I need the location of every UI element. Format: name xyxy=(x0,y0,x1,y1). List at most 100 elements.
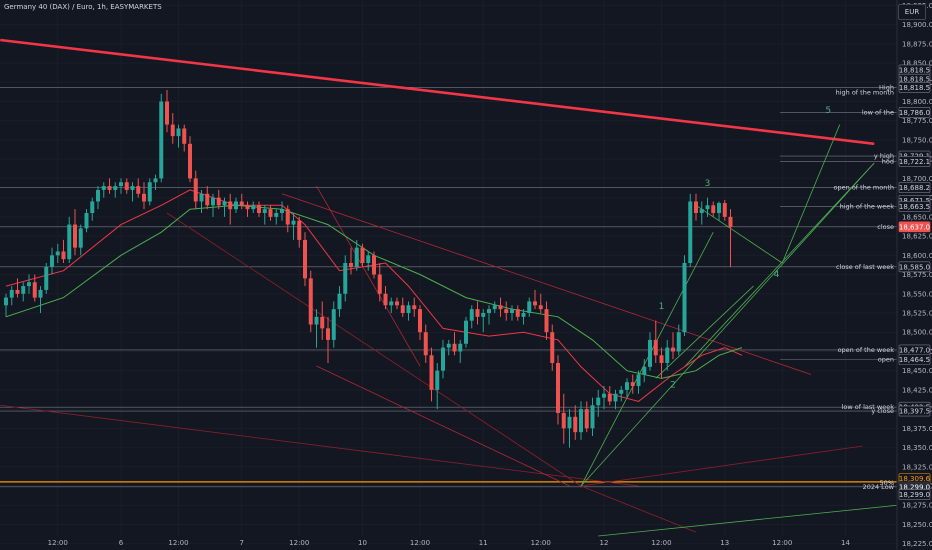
time-tick-label: 12:00 xyxy=(168,539,188,547)
candle-body xyxy=(527,301,532,313)
candle-body xyxy=(205,193,210,206)
candle-body xyxy=(234,201,238,210)
price-badge-label: 18,671.5 xyxy=(899,197,930,205)
price-badge xyxy=(898,261,931,273)
trendline xyxy=(316,365,570,487)
candle-body xyxy=(659,355,664,363)
trendline xyxy=(580,232,714,487)
trendline xyxy=(580,485,697,533)
trendline xyxy=(281,193,812,375)
candle-body xyxy=(515,309,520,317)
candle-body xyxy=(481,312,486,317)
level-label: high of the month xyxy=(836,88,894,96)
candle-body xyxy=(688,201,693,264)
candle-body xyxy=(61,251,66,260)
level-label: High xyxy=(879,83,894,91)
price-tick-label: 18,850.0 xyxy=(902,60,932,68)
candle-body xyxy=(418,309,422,333)
candle-body xyxy=(412,305,417,310)
candle-body xyxy=(544,309,549,333)
price-badge-label: 18,818.5 xyxy=(899,84,930,92)
candle-body xyxy=(429,355,434,390)
candle-body xyxy=(538,305,543,310)
candle-body xyxy=(354,247,359,267)
candle-body xyxy=(314,316,319,325)
candle-body xyxy=(274,213,279,217)
trendline xyxy=(695,204,783,264)
candle-body xyxy=(303,239,307,279)
candle-body xyxy=(343,263,348,294)
price-badge-label: 18,299.0 xyxy=(899,483,930,491)
price-badge xyxy=(898,354,931,365)
currency-button[interactable]: EUR xyxy=(898,4,926,20)
level-label: low of last week xyxy=(842,403,895,411)
candle-body xyxy=(21,286,26,294)
candle-body xyxy=(556,362,560,413)
candle-body xyxy=(285,209,290,225)
candle-body xyxy=(188,143,192,179)
trendline xyxy=(781,124,841,264)
level-label: close xyxy=(877,223,894,231)
price-badge-label: 18,688.2 xyxy=(899,184,930,192)
price-badge-label: 18,818.5 xyxy=(899,66,930,74)
price-tick-label: 18,275.0 xyxy=(902,502,932,510)
candle-body xyxy=(521,312,526,317)
trendline xyxy=(316,185,421,367)
candle-body xyxy=(423,332,428,356)
candle-body xyxy=(262,209,267,214)
candle-body xyxy=(349,263,353,267)
price-badge-label: 18,722.1 xyxy=(899,158,930,166)
candle-body xyxy=(383,293,388,306)
price-tick-label: 18,500.0 xyxy=(902,329,932,337)
price-badge-label: 18,299.0 xyxy=(899,491,930,499)
candle-body xyxy=(326,328,330,340)
price-tick-label: 18,650.0 xyxy=(902,213,932,221)
candle-body xyxy=(567,416,572,429)
candle-body xyxy=(504,309,509,313)
level-lines xyxy=(0,86,897,488)
candle-body xyxy=(239,201,244,206)
trendline xyxy=(580,162,875,487)
chart-title: Germany 40 (DAX) / Euro, 1h, EASYMARKETS xyxy=(4,3,162,11)
time-axis[interactable]: 12:00 6 12:00 7 12:00 10 12:00 11 12:00 12 12:00 13… xyxy=(48,539,851,547)
candle-body xyxy=(130,186,135,190)
wave-label: 3 xyxy=(705,179,711,189)
trendline xyxy=(580,445,863,487)
candle-body xyxy=(377,274,382,294)
price-badge xyxy=(898,81,931,93)
candle-body xyxy=(435,370,440,390)
candle-body xyxy=(619,389,624,394)
price-badge xyxy=(898,405,931,417)
price-tick-label: 18,600.0 xyxy=(902,252,932,260)
candle-body xyxy=(561,412,566,429)
price-badge xyxy=(898,489,931,500)
time-tick-label: 6 xyxy=(119,539,124,547)
price-badge xyxy=(898,182,931,193)
candle-body xyxy=(136,186,141,194)
level-label: open of the month xyxy=(834,183,894,191)
candle-body xyxy=(159,101,164,179)
candle-body xyxy=(579,409,583,433)
trendline xyxy=(655,285,754,379)
candle-body xyxy=(446,343,451,348)
candle-body xyxy=(153,178,158,183)
time-tick-label: 12 xyxy=(600,539,609,547)
candle-body xyxy=(360,247,365,264)
time-tick-label: 12:00 xyxy=(48,539,68,547)
candle-body xyxy=(222,201,227,206)
candle-body xyxy=(452,343,457,352)
price-badge xyxy=(898,106,931,118)
price-tick-label: 18,875.0 xyxy=(902,40,932,48)
price-tick-label: 18,425.0 xyxy=(902,386,932,394)
time-tick-label: 12:00 xyxy=(410,539,430,547)
candle-body xyxy=(630,382,635,387)
time-tick-label: 13 xyxy=(720,539,729,547)
candle-body xyxy=(142,193,146,202)
candle-body xyxy=(251,205,256,210)
candle-body xyxy=(711,205,716,214)
candle-body xyxy=(625,382,629,390)
candle-body xyxy=(372,255,376,275)
candle-body xyxy=(590,405,595,429)
